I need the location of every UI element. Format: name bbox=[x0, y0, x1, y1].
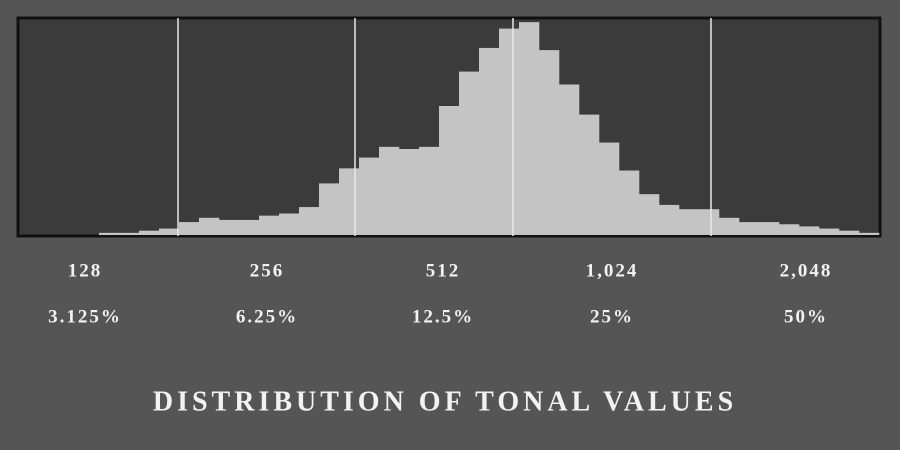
bar bbox=[419, 146, 440, 235]
zone-label: 128 bbox=[68, 260, 103, 281]
bar bbox=[279, 213, 300, 235]
bar bbox=[259, 215, 280, 235]
bar bbox=[819, 228, 840, 235]
bar bbox=[239, 219, 260, 235]
bar bbox=[479, 47, 500, 236]
bar bbox=[859, 232, 880, 235]
zone-label: 1,024 bbox=[586, 260, 639, 281]
bar bbox=[639, 194, 660, 235]
bars bbox=[99, 22, 880, 236]
bar bbox=[659, 204, 680, 235]
bar bbox=[599, 142, 620, 235]
bar bbox=[199, 217, 220, 235]
bar bbox=[759, 222, 780, 235]
zone-label: 512 bbox=[426, 260, 461, 281]
bar bbox=[579, 114, 600, 235]
bar bbox=[539, 50, 560, 235]
bar bbox=[699, 209, 720, 235]
bar bbox=[619, 170, 640, 235]
bar bbox=[359, 157, 380, 235]
bar bbox=[319, 183, 340, 235]
bar bbox=[339, 168, 360, 235]
bar bbox=[739, 222, 760, 235]
dividers bbox=[177, 18, 712, 236]
bar bbox=[499, 28, 520, 235]
bar bbox=[159, 228, 180, 235]
bar bbox=[299, 207, 320, 235]
bar bbox=[139, 230, 160, 235]
bar bbox=[839, 230, 860, 235]
zone-label: 2,048 bbox=[780, 260, 833, 281]
bar bbox=[459, 71, 480, 235]
zone-label: 256 bbox=[250, 260, 285, 281]
bar bbox=[799, 226, 820, 235]
bar bbox=[119, 232, 140, 235]
bar bbox=[179, 222, 200, 235]
chart-title: DISTRIBUTION OF TONAL VALUES bbox=[153, 386, 737, 417]
zone-percent: 3.125% bbox=[48, 306, 122, 327]
zone-percent: 6.25% bbox=[236, 306, 298, 327]
bar bbox=[519, 22, 540, 236]
bar bbox=[99, 232, 120, 235]
bar bbox=[719, 217, 740, 235]
bar bbox=[559, 84, 580, 235]
bar bbox=[399, 149, 420, 235]
bar bbox=[679, 209, 700, 235]
zone-percent: 25% bbox=[590, 306, 634, 327]
zone-percent: 50% bbox=[784, 306, 828, 327]
zone-percent: 12.5% bbox=[412, 306, 474, 327]
bar bbox=[439, 106, 460, 235]
bar bbox=[379, 146, 400, 235]
bar bbox=[779, 224, 800, 235]
bar bbox=[219, 219, 240, 235]
